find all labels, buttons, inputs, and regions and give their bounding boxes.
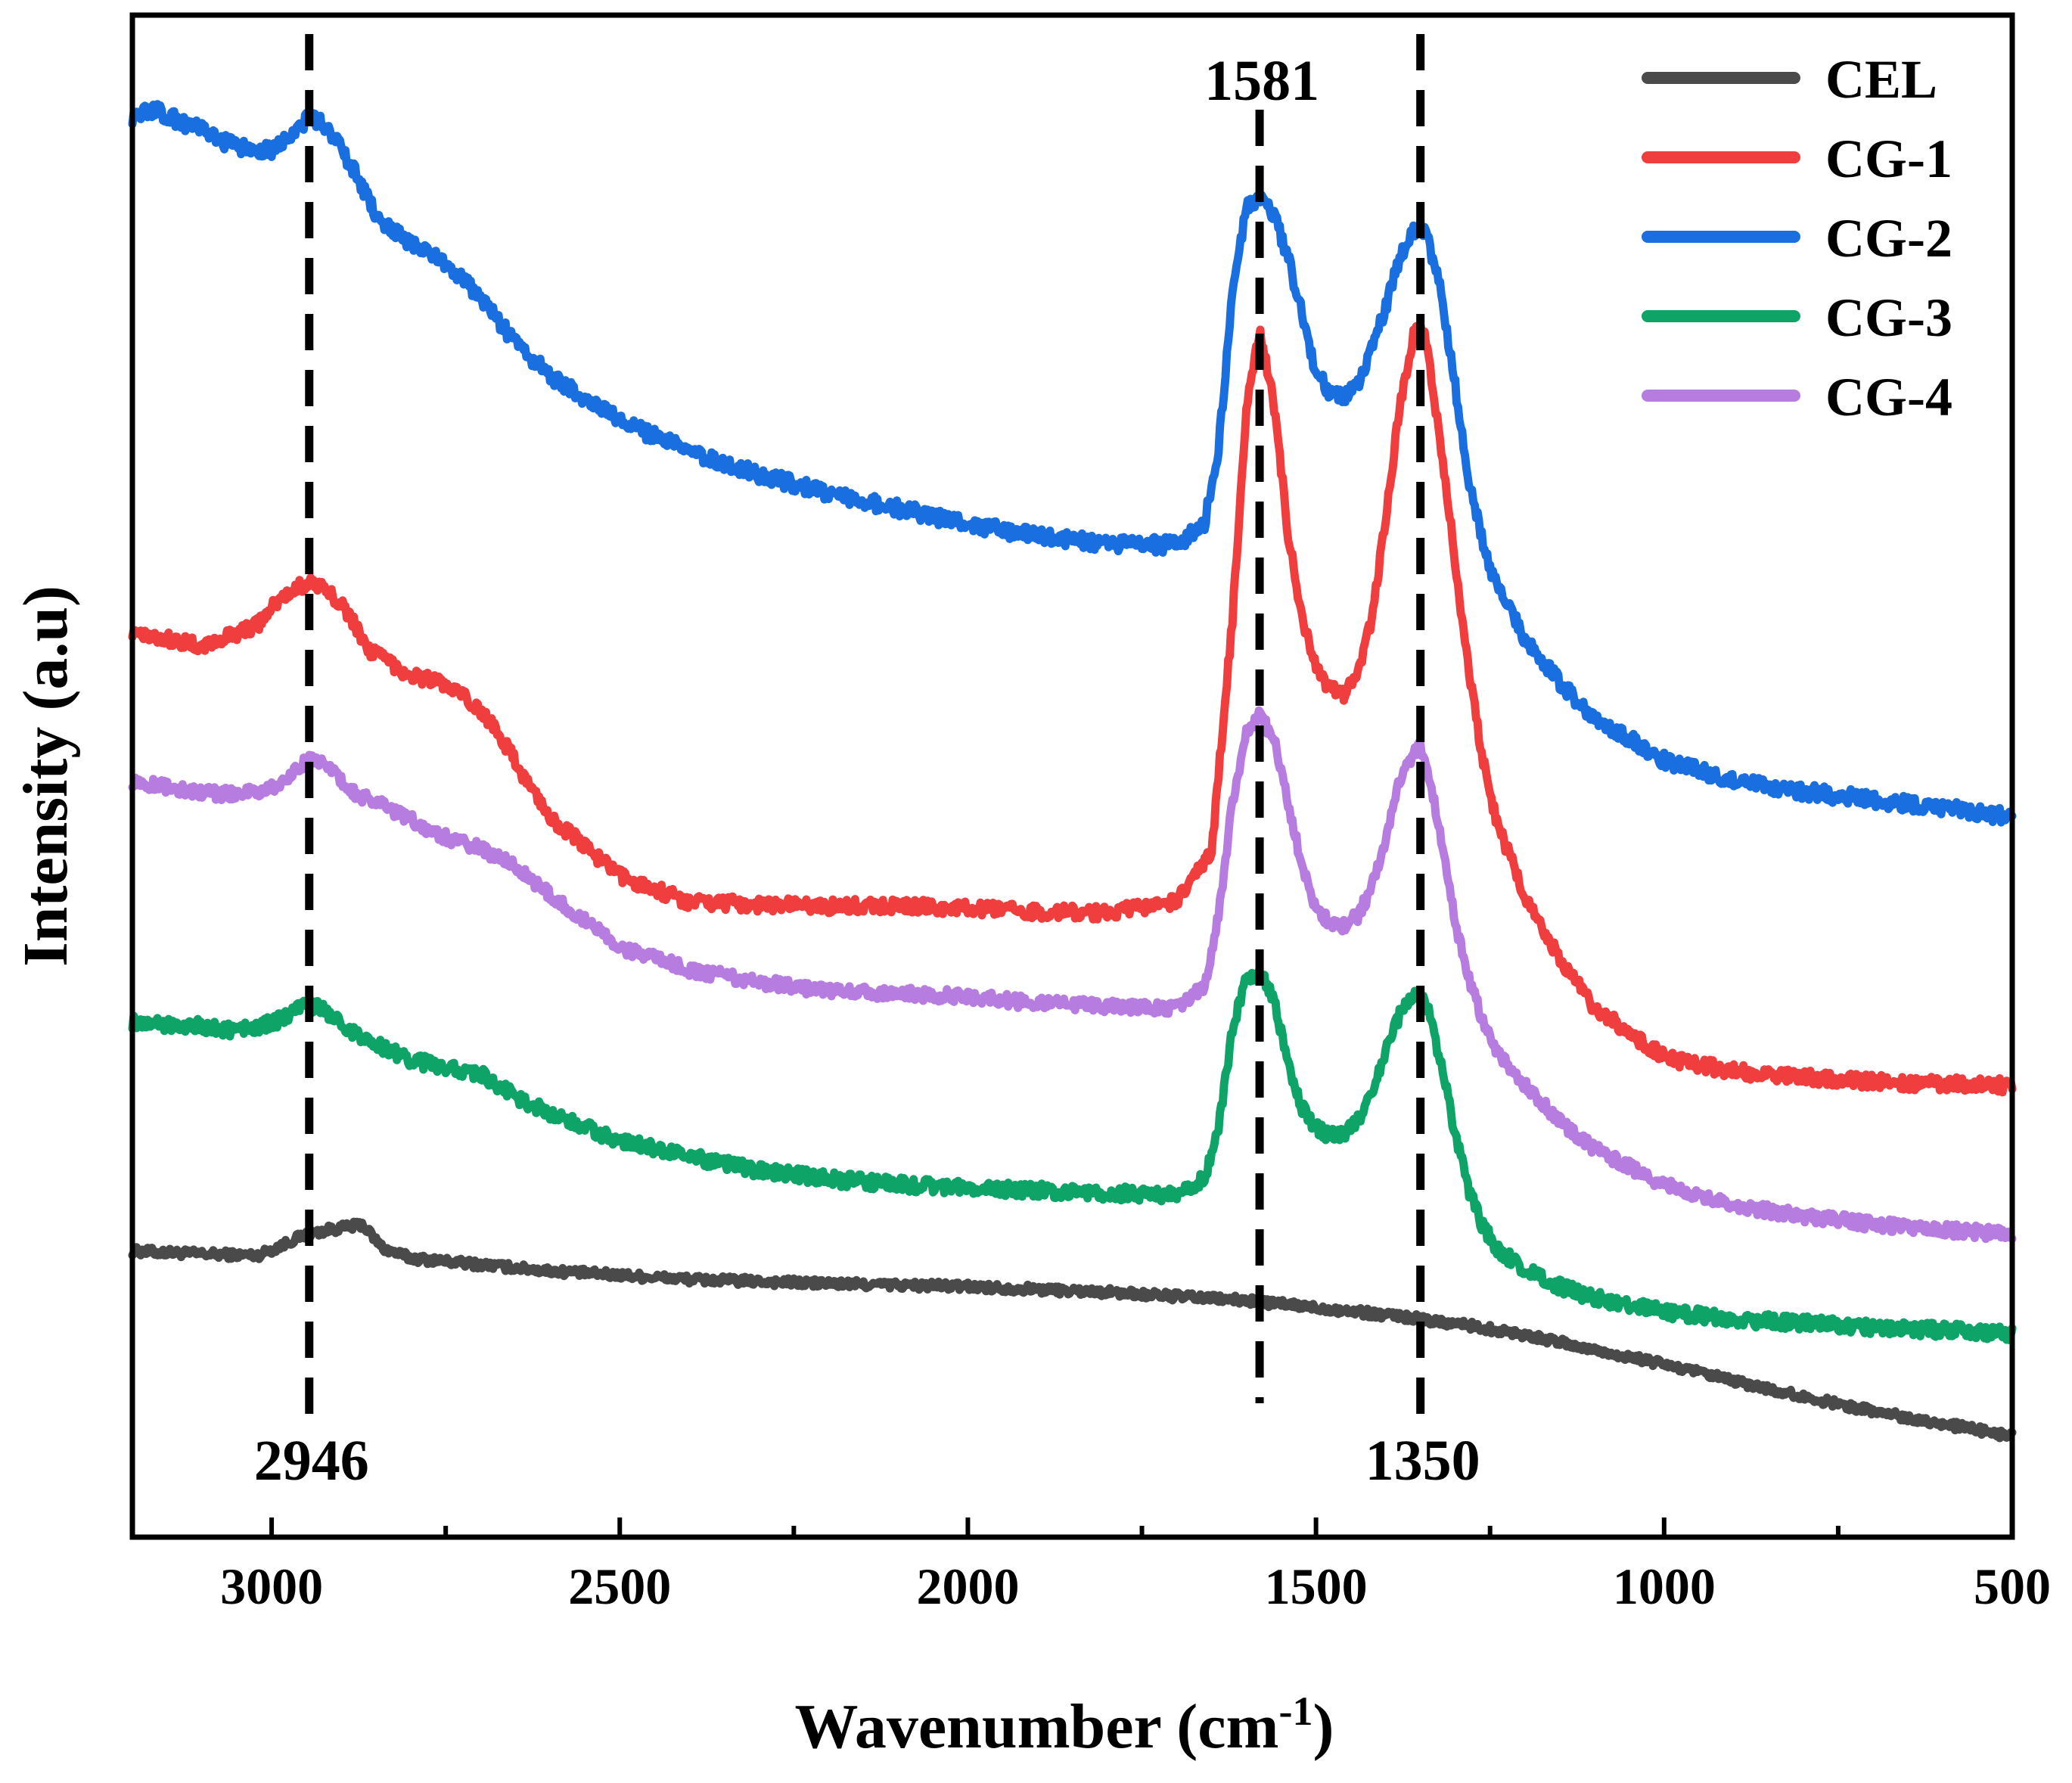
legend-label-cg-1: CG-1 bbox=[1825, 129, 1952, 189]
series-line-cg-1 bbox=[128, 321, 2017, 1097]
legend-label-cg-4: CG-4 bbox=[1825, 367, 1952, 427]
plot-frame bbox=[129, 12, 2015, 1540]
x-tick-label-1000: 1000 bbox=[1613, 1558, 1716, 1615]
series-line-cel bbox=[128, 1217, 2017, 1443]
x-tick-label-2000: 2000 bbox=[916, 1558, 1019, 1615]
x-axis-label-main: Wavenumber (cm bbox=[794, 1691, 1278, 1762]
legend: CEL CG-1 CG-2 CG-3 CG-4 bbox=[1642, 49, 1952, 427]
x-axis-ticks: 3000 2500 2000 1500 1000 500 bbox=[220, 1517, 2051, 1615]
series-line-cg-3 bbox=[128, 966, 2017, 1344]
peak-label-1581: 1581 bbox=[1204, 49, 1319, 113]
peak-annotations: 2946 1581 1350 bbox=[254, 34, 1480, 1493]
x-axis-label-superscript: -1 bbox=[1279, 1688, 1313, 1734]
x-tick-label-1500: 1500 bbox=[1265, 1558, 1368, 1615]
x-tick-label-3000: 3000 bbox=[220, 1558, 323, 1615]
series-line-cg-2 bbox=[128, 100, 2017, 827]
x-tick-label-500: 500 bbox=[1974, 1558, 2051, 1615]
legend-label-cg-3: CG-3 bbox=[1825, 287, 1952, 348]
x-tick-label-2500: 2500 bbox=[568, 1558, 671, 1615]
peak-label-2946: 2946 bbox=[254, 1429, 369, 1493]
series-layer bbox=[128, 100, 2017, 1443]
x-axis-label: Wavenumber (cm-1) bbox=[794, 1688, 1334, 1762]
legend-label-cg-2: CG-2 bbox=[1825, 208, 1952, 269]
peak-label-1350: 1350 bbox=[1365, 1429, 1480, 1493]
y-axis-label: Intensity (a.u) bbox=[11, 586, 81, 967]
series-line-cg-4 bbox=[128, 706, 2017, 1244]
x-axis-label-close: ) bbox=[1313, 1691, 1334, 1762]
legend-label-cel: CEL bbox=[1825, 49, 1937, 110]
